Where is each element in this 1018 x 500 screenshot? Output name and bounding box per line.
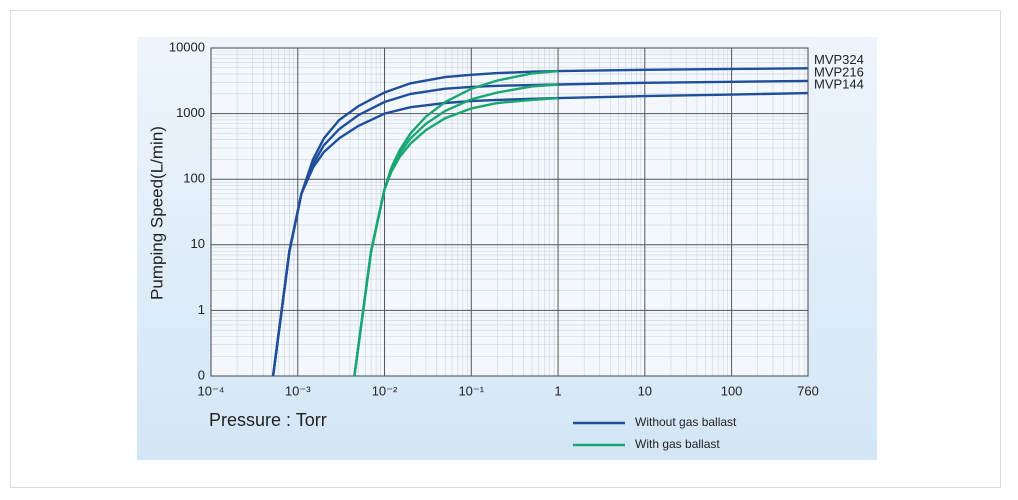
x-tick-label: 100 — [721, 383, 743, 398]
x-tick-label: 10⁻¹ — [458, 383, 484, 398]
y-tick-label: 1000 — [176, 105, 205, 120]
line-label: MVP324 — [814, 52, 864, 67]
y-axis-title: Pumping Speed(L/min) — [147, 126, 166, 300]
y-tick-label: 100 — [183, 171, 205, 186]
x-tick-label: 10 — [638, 383, 652, 398]
series-line — [353, 96, 559, 377]
legend-label: Without gas ballast — [635, 415, 737, 429]
x-axis-title: Pressure : Torr — [209, 410, 327, 430]
y-tick-label: 10 — [191, 236, 205, 251]
x-tick-label: 10⁻³ — [285, 383, 311, 398]
x-tick-label: 760 — [797, 383, 819, 398]
x-tick-label: 1 — [554, 383, 561, 398]
x-tick-label: 10⁻² — [372, 383, 398, 398]
plot-border — [210, 47, 809, 377]
line-label: MVP216 — [814, 64, 864, 79]
x-tick-label: 10⁻⁴ — [198, 383, 225, 398]
series-line — [271, 91, 809, 377]
plot-area — [211, 48, 808, 376]
legend-label: With gas ballast — [635, 437, 720, 451]
y-tick-label: 1 — [198, 302, 205, 317]
y-tick-label: 0 — [198, 367, 205, 382]
line-label: MVP144 — [814, 77, 864, 92]
y-tick-label: 10000 — [169, 39, 205, 54]
